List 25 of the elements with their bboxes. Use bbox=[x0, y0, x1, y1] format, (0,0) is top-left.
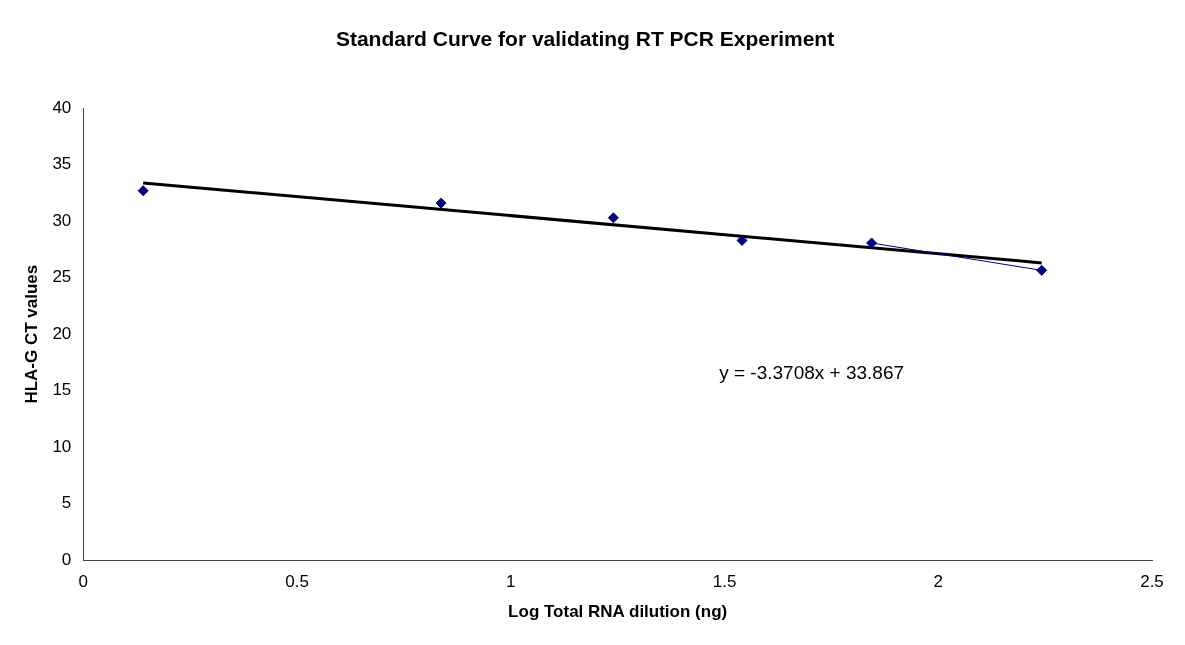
y-tick-label: 40 bbox=[52, 97, 72, 117]
y-axis-title: HLA-G CT values bbox=[21, 264, 41, 404]
y-tick-label: 0 bbox=[61, 549, 72, 569]
x-tick-label: 2.5 bbox=[1140, 572, 1164, 592]
point bbox=[607, 212, 619, 224]
x-tick-label: 0 bbox=[78, 572, 89, 592]
y-tick-label: 20 bbox=[52, 323, 72, 343]
y-tick-label: 35 bbox=[52, 154, 72, 174]
point bbox=[866, 237, 878, 249]
x-axis-title: Log Total RNA dilution (ng) bbox=[508, 602, 728, 622]
point bbox=[1036, 264, 1048, 276]
point bbox=[137, 185, 149, 197]
x-tick-label: 0.5 bbox=[285, 572, 309, 592]
chart-title: Standard Curve for validating RT PCR Experiment bbox=[335, 27, 835, 51]
point bbox=[435, 197, 447, 209]
y-tick-label: 5 bbox=[61, 493, 72, 513]
x-tick-label: 2 bbox=[933, 572, 943, 592]
y-tick-label: 30 bbox=[52, 210, 72, 230]
x-tick-label: 1.5 bbox=[712, 572, 737, 592]
point bbox=[736, 234, 748, 246]
y-tick-label: 25 bbox=[52, 267, 72, 287]
x-tick-label: 1 bbox=[506, 572, 516, 592]
annotation: y = -3.3708x + 33.867 bbox=[719, 362, 905, 384]
y-tick-label: 10 bbox=[52, 436, 72, 456]
y-tick-label: 15 bbox=[52, 380, 72, 400]
